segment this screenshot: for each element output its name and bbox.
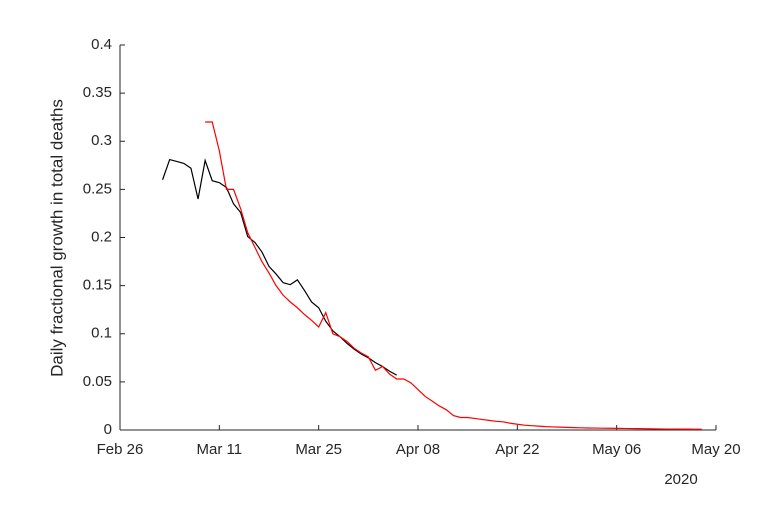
y-tick-label: 0.05 [83,373,112,390]
x-tick-label: Mar 11 [197,441,243,458]
y-axis-label: Daily fractional growth in total deaths [47,99,66,377]
year-label: 2020 [664,471,697,488]
x-tick-label: May 06 [592,441,641,458]
y-tick-label: 0.3 [91,132,112,149]
x-tick-label: Feb 26 [97,441,144,458]
x-tick-label: Apr 22 [495,441,539,458]
x-tick-label: Apr 08 [396,441,440,458]
x-tick-label: Mar 25 [295,441,342,458]
y-tick-label: 0.35 [83,84,112,101]
y-tick-label: 0 [104,421,112,438]
y-tick-label: 0.15 [83,277,112,294]
series-line [162,158,397,376]
x-tick-label: May 20 [691,441,740,458]
y-tick-label: 0.2 [91,228,112,245]
y-tick-label: 0.1 [91,325,112,342]
series-line [205,121,702,430]
y-tick-label: 0.25 [83,180,112,197]
y-tick-label: 0.4 [91,36,112,53]
